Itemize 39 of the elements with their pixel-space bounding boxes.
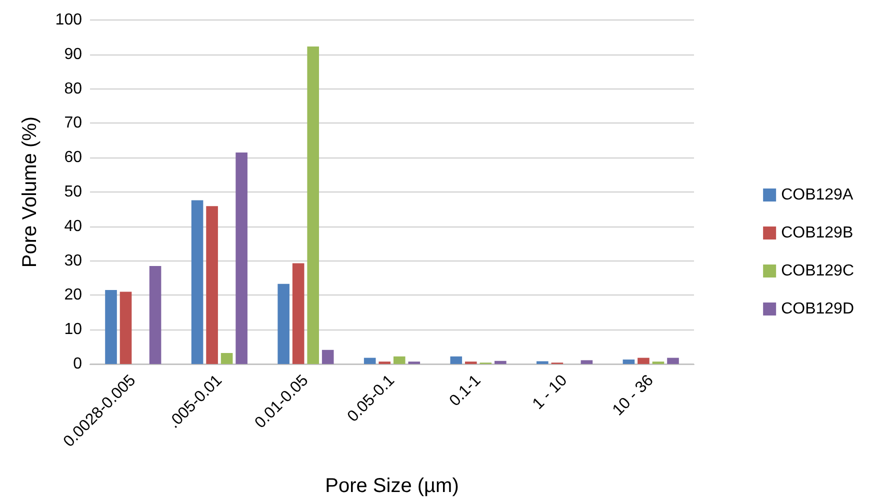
legend-label: COB129D — [781, 300, 854, 318]
y-tick-label: 40 — [64, 218, 82, 235]
bar — [622, 360, 635, 364]
x-axis-title: Pore Size (µm) — [325, 475, 459, 497]
y-axis-title: Pore Volume (%) — [19, 116, 41, 268]
bar — [191, 200, 204, 364]
y-tick-label: 60 — [64, 149, 82, 166]
bar — [206, 206, 218, 364]
legend-label: COB129A — [781, 186, 854, 204]
y-tick-label: 90 — [64, 46, 82, 63]
bar — [322, 350, 334, 364]
y-tick-label: 50 — [64, 184, 82, 200]
bar — [120, 292, 132, 364]
legend-label: COB129C — [781, 262, 854, 280]
bar — [105, 290, 117, 364]
bar — [236, 152, 248, 364]
y-tick-label: 100 — [55, 12, 82, 28]
x-tick-label: 10 - 36 — [610, 372, 657, 420]
y-tick-label: 70 — [64, 114, 82, 132]
bar — [536, 361, 548, 364]
y-tick-label: 0 — [73, 356, 82, 372]
y-tick-label: 10 — [64, 321, 82, 338]
bar — [580, 360, 593, 364]
bar — [278, 284, 290, 364]
bar — [292, 263, 304, 364]
bar — [220, 352, 233, 364]
bar — [667, 358, 679, 364]
y-tick-label: 20 — [64, 286, 82, 304]
bar — [364, 358, 376, 364]
legend-label: COB129B — [781, 224, 854, 242]
bar — [393, 356, 406, 364]
bar — [494, 360, 506, 364]
x-tick-label: 1 - 10 — [530, 372, 571, 413]
bar — [638, 358, 650, 364]
y-tick-label: 80 — [64, 80, 82, 98]
y-tick-label: 30 — [64, 252, 82, 270]
bar — [450, 356, 462, 364]
bar — [149, 266, 162, 364]
bar — [307, 46, 319, 364]
